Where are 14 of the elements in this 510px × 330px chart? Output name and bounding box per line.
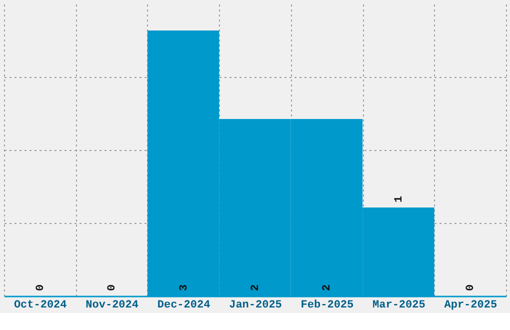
x-tick-label: Apr-2025 bbox=[444, 300, 498, 312]
x-tick-label: Mar-2025 bbox=[372, 300, 426, 312]
x-tick-label: Oct-2024 bbox=[14, 300, 68, 312]
x-tick-label: Jan-2025 bbox=[229, 300, 282, 312]
data-label: 0 bbox=[34, 284, 47, 291]
x-tick-label: Dec-2024 bbox=[157, 300, 211, 312]
data-label: 3 bbox=[178, 284, 190, 291]
data-label: 0 bbox=[465, 284, 478, 291]
data-label: 1 bbox=[393, 196, 406, 203]
data-label: 2 bbox=[250, 284, 262, 291]
x-tick-label: Nov-2024 bbox=[86, 300, 139, 312]
data-label: 0 bbox=[106, 284, 119, 291]
data-label: 2 bbox=[322, 284, 334, 291]
x-tick-label: Feb-2025 bbox=[300, 300, 354, 312]
